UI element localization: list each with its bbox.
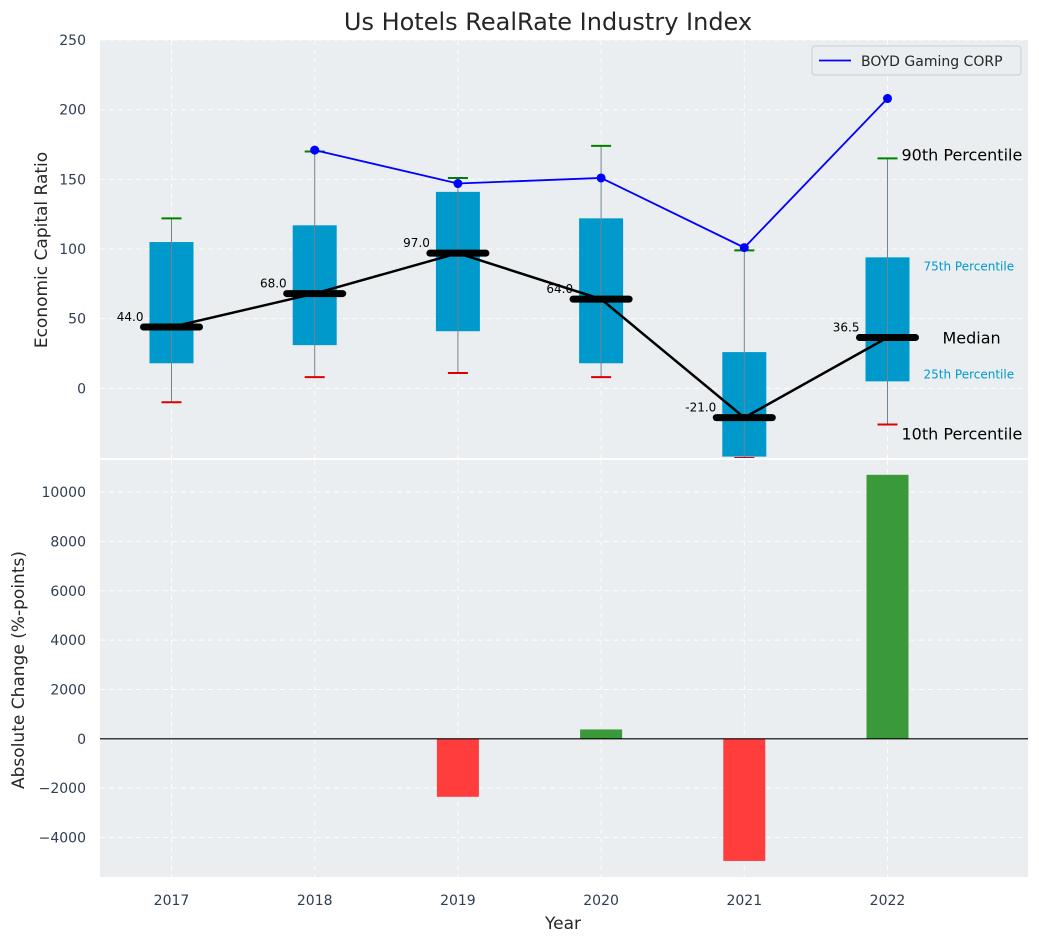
bottom-y-tick-label: −2000 [39,781,86,797]
bottom-y-tick-label: 0 [77,732,86,748]
median-value-label: 36.5 [833,320,860,334]
top-y-tick-label: 100 [59,242,86,258]
legend-label: BOYD Gaming CORP [861,54,1003,70]
annotation-25th: 25th Percentile [924,367,1015,381]
bar-negative [436,738,479,797]
top-y-tick-label: 50 [68,312,86,328]
annotation-75th: 75th Percentile [924,259,1015,273]
bar-negative [723,738,766,861]
median-trend-line [171,251,889,420]
series-point [453,179,463,189]
legend: BOYD Gaming CORP [811,45,1022,76]
median-value-label: 68.0 [260,277,287,291]
top-y-tick-label: 150 [59,172,86,188]
series-point [596,173,606,183]
x-tick-label: 2020 [583,893,619,909]
top-y-tick-label: 250 [59,33,86,49]
median-value-label: -21.0 [685,401,716,415]
bottom-y-tick-label: 6000 [50,584,86,600]
bar-positive [580,729,623,739]
median-value-label: 44.0 [117,310,144,324]
median-value-label: 64.0 [546,282,573,296]
top-plot-area [100,40,1028,458]
bottom-y-tick-label: 8000 [50,534,86,550]
x-tick-label: 2019 [440,893,476,909]
series-point [883,94,892,104]
bottom-y-tick-label: 10000 [41,485,86,501]
legend-box [811,45,1022,76]
annotation-10th: 10th Percentile [902,425,1023,444]
bottom-y-tick-label: 2000 [50,682,86,698]
x-tick-label: 2017 [154,893,190,909]
box-plot-panel: 0 50 100 150 200 250 44.0 68.0 97.0 64.0 -21.0 36.5… [59,33,1028,458]
bar-positive [866,474,909,739]
bottom-y-tick-label: −4000 [39,831,86,847]
series-point [739,243,749,253]
annotation-median: Median [943,328,1001,347]
series-point [310,145,320,155]
bottom-y-axis-label: Absolute Change (%-points) [9,551,29,789]
x-tick-label: 2018 [297,893,333,909]
bottom-y-tick-label: 4000 [50,633,86,649]
x-tick-label: 2021 [726,893,762,909]
annotation-90th: 90th Percentile [902,145,1023,164]
chart-title: Us Hotels RealRate Industry Index [344,8,752,36]
median-value-label: 97.0 [403,236,430,250]
top-y-axis-label: Economic Capital Ratio [32,152,52,348]
top-y-tick-label: 200 [59,103,86,119]
change-bar-panel: −4000 −2000 0 2000 4000 6000 8000 10000 2017 2018… [39,460,1028,909]
x-axis-label: Year [544,914,581,934]
top-y-tick-label: 0 [77,381,86,397]
x-tick-label: 2022 [870,893,906,909]
